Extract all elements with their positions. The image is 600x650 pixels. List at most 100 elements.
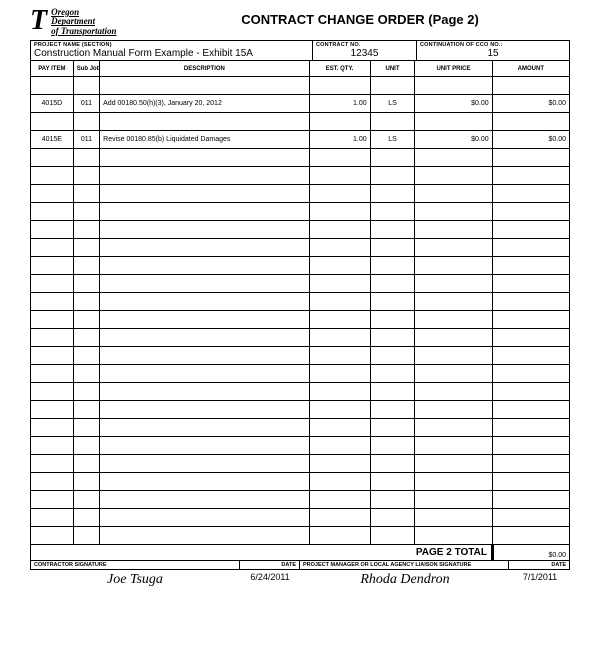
- table-row: [31, 473, 570, 491]
- cell: [73, 383, 99, 401]
- cell: [492, 239, 569, 257]
- cell: [100, 221, 309, 239]
- cell: [309, 203, 370, 221]
- cell: LS: [370, 131, 415, 149]
- cell: [309, 347, 370, 365]
- cell: [31, 293, 74, 311]
- cell: [100, 401, 309, 419]
- table-row: [31, 419, 570, 437]
- cell: [309, 329, 370, 347]
- cell: [100, 257, 309, 275]
- cell: [492, 293, 569, 311]
- table-row: [31, 527, 570, 545]
- cell: $0.00: [415, 95, 492, 113]
- pm-sig-label: PROJECT MANAGER OR LOCAL AGENCY LIAISON …: [300, 561, 509, 569]
- cell: [31, 239, 74, 257]
- cell: [370, 257, 415, 275]
- table-row: [31, 491, 570, 509]
- cell: [415, 149, 492, 167]
- contractor-signature: Joe Tsuga: [30, 572, 240, 588]
- cell: [370, 527, 415, 545]
- cell: [73, 527, 99, 545]
- cell: [415, 185, 492, 203]
- cell: [100, 437, 309, 455]
- cell: [309, 491, 370, 509]
- col-description: DESCRIPTION: [100, 61, 309, 77]
- cell: [100, 455, 309, 473]
- cell: [100, 509, 309, 527]
- table-row: [31, 257, 570, 275]
- cell: [309, 221, 370, 239]
- cell: [31, 203, 74, 221]
- cell: [100, 167, 309, 185]
- cell: [415, 437, 492, 455]
- cell: [100, 77, 309, 95]
- cell: [73, 275, 99, 293]
- cell: [492, 347, 569, 365]
- cell: [415, 257, 492, 275]
- table-row: [31, 203, 570, 221]
- cell: [309, 365, 370, 383]
- cell: [370, 365, 415, 383]
- cell: [370, 509, 415, 527]
- cell: [415, 365, 492, 383]
- cell: $0.00: [415, 131, 492, 149]
- cell: [309, 437, 370, 455]
- cell: [370, 239, 415, 257]
- table-row: [31, 275, 570, 293]
- cell: [309, 239, 370, 257]
- cell: [309, 311, 370, 329]
- cell: [31, 77, 74, 95]
- cell: [370, 113, 415, 131]
- cell: [492, 491, 569, 509]
- cell: [415, 383, 492, 401]
- cell: [492, 437, 569, 455]
- cell: [31, 257, 74, 275]
- col-unit-price: UNIT PRICE: [415, 61, 492, 77]
- cell: [370, 203, 415, 221]
- cell: [370, 437, 415, 455]
- cell: [370, 329, 415, 347]
- cell: [415, 275, 492, 293]
- contractor-sig-label: CONTRACTOR SIGNATURE: [31, 561, 240, 569]
- cell: [31, 491, 74, 509]
- cell: [73, 149, 99, 167]
- cell: [370, 77, 415, 95]
- cell: [73, 401, 99, 419]
- cell: [309, 527, 370, 545]
- cell: [370, 401, 415, 419]
- cell: [370, 275, 415, 293]
- cell: [492, 455, 569, 473]
- page-title: CONTRACT CHANGE ORDER (Page 2): [210, 8, 510, 27]
- cell: [415, 491, 492, 509]
- table-header-row: PAY ITEM Sub Job DESCRIPTION EST. QTY. U…: [31, 61, 570, 77]
- cell: [73, 455, 99, 473]
- cell: [73, 77, 99, 95]
- cell: Add 00180.50(h)(3), January 20, 2012: [100, 95, 309, 113]
- total-amount: $0.00: [493, 545, 569, 560]
- cell: [492, 383, 569, 401]
- cell: [100, 365, 309, 383]
- cell: [73, 203, 99, 221]
- table-row: [31, 365, 570, 383]
- logo: T Oregon Department of Transportation: [30, 8, 210, 36]
- cell: [31, 527, 74, 545]
- logo-line3: of Transportation: [51, 26, 116, 36]
- cell: [31, 113, 74, 131]
- cell: [492, 329, 569, 347]
- cell: [31, 383, 74, 401]
- cell: [415, 419, 492, 437]
- cell: LS: [370, 95, 415, 113]
- cell: [100, 473, 309, 491]
- cell: [100, 203, 309, 221]
- cell: [309, 77, 370, 95]
- cell: [100, 419, 309, 437]
- cell: [492, 221, 569, 239]
- cell: [309, 257, 370, 275]
- cell: [415, 473, 492, 491]
- cell: [73, 347, 99, 365]
- table-row: [31, 293, 570, 311]
- col-sub-job: Sub Job: [73, 61, 99, 77]
- cell: [73, 239, 99, 257]
- cell: [415, 77, 492, 95]
